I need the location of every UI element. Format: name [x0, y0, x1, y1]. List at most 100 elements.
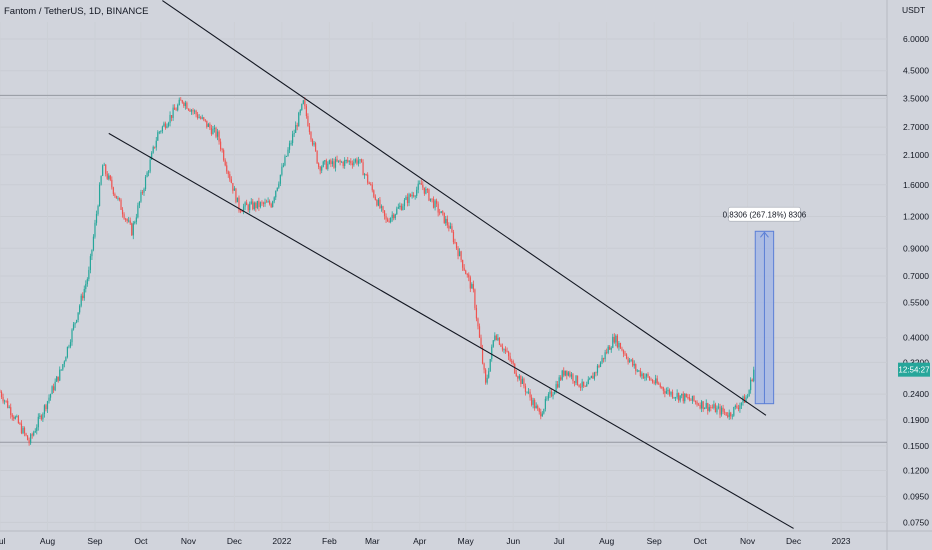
time-tick-label: Jul: [554, 536, 565, 546]
trend-channel[interactable]: [108, 0, 794, 529]
candle-up: [665, 391, 667, 394]
time-tick-label: Mar: [365, 536, 380, 546]
price-tick-label: 0.5500: [903, 298, 929, 308]
candle-down: [388, 221, 390, 223]
candle-up: [313, 143, 315, 145]
candle-down: [468, 274, 470, 278]
candle-up: [641, 373, 643, 377]
trendline-lower[interactable]: [108, 132, 794, 529]
candle-up: [288, 143, 291, 150]
candle-up: [100, 175, 102, 185]
candle-down: [308, 126, 311, 132]
candle-up: [587, 379, 589, 385]
candle-up: [278, 183, 280, 188]
candle-up: [264, 201, 266, 204]
candle-down: [210, 127, 213, 135]
candle-down: [374, 196, 376, 200]
candle-down: [514, 363, 516, 374]
candle-down: [671, 391, 674, 398]
candle-down: [515, 373, 517, 377]
candle-down: [105, 164, 107, 174]
candle-down: [485, 369, 487, 383]
candle-up: [216, 131, 219, 137]
candle-down: [711, 407, 713, 409]
candle-up: [449, 226, 451, 229]
candle-up: [98, 184, 101, 206]
horizontal-levels[interactable]: [0, 94, 887, 443]
candle-down: [2, 397, 4, 402]
measure-tool[interactable]: 0.8306 (267.18%) 8306: [723, 206, 807, 405]
candle-up: [681, 393, 683, 396]
candle-up: [494, 335, 496, 341]
candle-down: [215, 127, 217, 137]
candle-down: [609, 346, 611, 350]
candle-up: [408, 194, 410, 204]
candle-up: [391, 214, 393, 218]
candle-up: [83, 288, 85, 299]
candle-down: [550, 391, 553, 397]
price-tick-label: 0.2400: [903, 389, 929, 399]
candle-down: [409, 194, 412, 197]
candle-up: [745, 397, 747, 403]
time-scale[interactable]: Jul Aug Sep Oct Nov Dec 2022 Feb Mar Apr May Jun Jul…: [0, 536, 851, 546]
candle-down: [616, 335, 618, 348]
candle-down: [451, 226, 453, 233]
price-tick-label: 0.9000: [903, 243, 929, 253]
candle-down: [258, 200, 260, 207]
candle-up: [178, 99, 180, 106]
candle-down: [685, 393, 687, 398]
candle-up: [39, 415, 41, 417]
candle-up: [337, 160, 340, 162]
candle-up: [236, 197, 239, 203]
candle-up: [108, 175, 110, 179]
candle-up: [458, 251, 461, 257]
candle-down: [463, 267, 465, 271]
candle-up: [541, 413, 543, 417]
candle-down: [664, 390, 666, 394]
candle-up: [94, 222, 96, 237]
candle-up: [670, 391, 672, 395]
candle-up: [193, 110, 196, 112]
candle-down: [578, 384, 580, 387]
candle-down: [223, 150, 225, 161]
candle-down: [656, 378, 658, 384]
candle-up: [567, 372, 569, 376]
price-scale[interactable]: 6.0000 4.5000 3.5000 2.7000 2.1000 1.6000 1.20…: [898, 34, 930, 527]
candle-up: [353, 161, 355, 166]
candle-down: [426, 189, 429, 190]
candle-down: [319, 166, 321, 171]
candle-down: [385, 216, 387, 220]
candle-down: [123, 214, 125, 219]
candle-up: [43, 405, 46, 414]
candle-up: [69, 342, 72, 347]
trendline-upper[interactable]: [162, 0, 767, 416]
candle-up: [66, 346, 69, 357]
candle-up: [491, 346, 493, 359]
candle-down: [365, 174, 367, 175]
candle-down: [710, 407, 712, 408]
candle-down: [371, 184, 373, 191]
candle-down: [262, 202, 265, 204]
candle-up: [750, 379, 752, 391]
candle-up: [48, 397, 50, 402]
candle-up: [561, 370, 563, 380]
candle-down: [455, 242, 458, 249]
price-tick-label: 0.1500: [903, 441, 929, 451]
candle-up: [157, 132, 159, 141]
candle-up: [201, 117, 203, 119]
candle-up: [132, 223, 134, 236]
candle-up: [667, 389, 669, 392]
candle-down: [296, 125, 298, 127]
candle-down: [573, 381, 576, 383]
candle-up: [213, 127, 216, 129]
candle-down: [501, 346, 504, 350]
candle-down: [495, 335, 497, 340]
candle-up: [282, 165, 285, 167]
candle-down: [737, 407, 740, 410]
candle-up: [334, 159, 337, 168]
candle-down: [465, 270, 467, 275]
candle-down: [443, 212, 445, 224]
candle-up: [293, 132, 295, 135]
